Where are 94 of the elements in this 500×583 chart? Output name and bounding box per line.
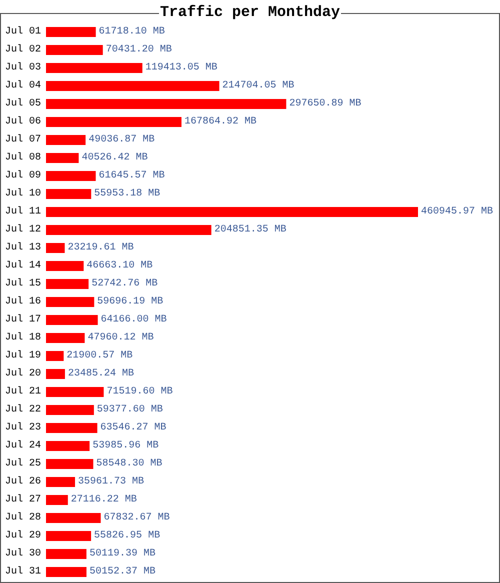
bar (46, 531, 92, 541)
bar (46, 189, 92, 199)
y-tick-label: Jul 30 (5, 548, 42, 560)
bar (46, 549, 86, 559)
y-tick-label: Jul 23 (5, 422, 42, 434)
bar (46, 405, 94, 415)
data-label: 21900.57 MB (66, 350, 133, 362)
bar (46, 567, 86, 577)
chart-title: Traffic per Monthday (160, 4, 340, 21)
data-label: 59696.19 MB (97, 296, 164, 308)
y-tick-label: Jul 24 (5, 440, 42, 452)
data-label: 297650.89 MB (289, 98, 362, 110)
data-label: 23485.24 MB (68, 368, 134, 380)
data-label: 460945.97 MB (421, 206, 494, 218)
data-label: 35961.73 MB (78, 476, 144, 488)
y-tick-label: Jul 08 (5, 152, 42, 164)
y-tick-label: Jul 15 (5, 278, 42, 290)
data-label: 40526.42 MB (82, 152, 148, 164)
y-tick-label: Jul 14 (5, 260, 42, 272)
bar (46, 333, 85, 343)
bar (46, 477, 76, 487)
data-label: 67832.67 MB (104, 512, 170, 524)
bar (46, 243, 65, 253)
data-label: 119413.05 MB (145, 62, 218, 74)
y-tick-label: Jul 20 (5, 368, 42, 380)
data-label: 58548.30 MB (96, 458, 162, 470)
y-tick-label: Jul 16 (5, 296, 42, 308)
bar (46, 459, 94, 469)
data-label: 55826.95 MB (94, 530, 160, 542)
bar (46, 99, 286, 109)
data-label: 46663.10 MB (86, 260, 153, 272)
bar (46, 495, 68, 505)
bar (46, 369, 65, 379)
y-tick-label: Jul 19 (5, 350, 42, 362)
bar (46, 297, 94, 307)
y-tick-label: Jul 22 (5, 404, 42, 416)
y-tick-label: Jul 25 (5, 458, 42, 470)
bar (46, 225, 212, 235)
y-tick-label: Jul 31 (5, 566, 42, 578)
y-tick-label: Jul 02 (5, 44, 42, 56)
y-tick-label: Jul 17 (5, 314, 42, 326)
y-tick-label: Jul 09 (5, 170, 42, 182)
bar (46, 387, 104, 397)
y-tick-label: Jul 18 (5, 332, 42, 344)
data-label: 47960.12 MB (88, 332, 154, 344)
y-tick-label: Jul 06 (5, 116, 42, 128)
data-label: 64166.00 MB (100, 314, 167, 326)
y-tick-label: Jul 04 (5, 80, 42, 92)
data-label: 49036.87 MB (88, 134, 155, 146)
data-label: 23219.61 MB (68, 242, 134, 254)
y-tick-label: Jul 01 (5, 26, 42, 38)
bar (46, 351, 64, 361)
y-tick-label: Jul 12 (5, 224, 42, 236)
bar (46, 423, 98, 433)
bar (46, 153, 79, 163)
data-label: 204851.35 MB (214, 224, 286, 236)
bar (46, 207, 418, 217)
data-label: 61645.57 MB (98, 170, 165, 182)
data-label: 70431.20 MB (106, 44, 172, 56)
data-label: 59377.60 MB (96, 404, 163, 416)
y-tick-label: Jul 10 (5, 188, 42, 200)
y-tick-label: Jul 27 (5, 494, 42, 506)
data-label: 61718.10 MB (98, 26, 165, 38)
data-label: 52742.76 MB (92, 278, 158, 290)
data-label: 50152.37 MB (89, 566, 156, 578)
bar (46, 279, 89, 289)
bar (46, 315, 98, 325)
data-label: 50119.39 MB (89, 548, 156, 560)
data-label: 63546.27 MB (100, 422, 166, 434)
bar (46, 261, 84, 271)
data-label: 71519.60 MB (106, 386, 173, 398)
data-label: 53985.96 MB (92, 440, 159, 452)
y-tick-label: Jul 13 (5, 242, 42, 254)
data-label: 27116.22 MB (70, 494, 137, 506)
bar (46, 27, 96, 37)
bar (46, 117, 182, 127)
bar (46, 513, 101, 523)
bar (46, 63, 142, 73)
bar (46, 441, 90, 451)
y-tick-label: Jul 29 (5, 530, 42, 542)
data-label: 214704.05 MB (222, 80, 294, 92)
y-tick-label: Jul 21 (5, 386, 42, 398)
y-tick-label: Jul 11 (5, 206, 42, 218)
bar (46, 45, 103, 55)
y-tick-label: Jul 26 (5, 476, 42, 488)
y-tick-label: Jul 28 (5, 512, 42, 524)
y-tick-label: Jul 03 (5, 62, 42, 74)
data-label: 167864.92 MB (184, 116, 256, 128)
y-tick-label: Jul 07 (5, 134, 42, 146)
y-tick-label: Jul 05 (5, 98, 42, 110)
bar (46, 135, 86, 145)
bar (46, 81, 220, 91)
data-label: 55953.18 MB (94, 188, 160, 200)
bar (46, 171, 96, 181)
